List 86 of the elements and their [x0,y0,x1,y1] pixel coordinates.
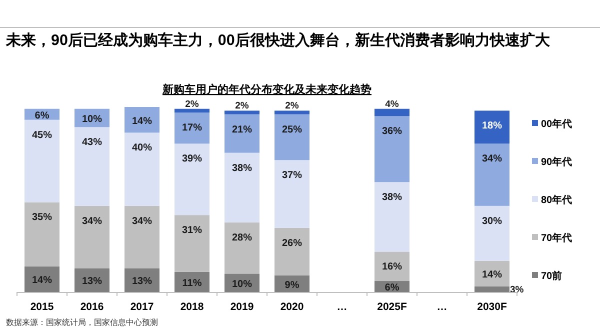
data-label: 26% [282,238,302,249]
data-label: 25% [282,124,302,136]
data-label: 21% [232,124,252,136]
data-label: 10% [82,114,102,125]
data-label: 45% [32,130,52,141]
bar [474,144,510,206]
chart-title: 新购车用户的年代分布变化及未来变化趋势 [162,83,372,96]
bar [274,228,310,276]
data-label: 37% [282,170,302,182]
x-tick-label: 2016 [80,301,104,313]
x-tick-label: 2019 [230,301,254,313]
data-label: 3% [510,284,524,296]
x-tick-label: 2015 [30,301,54,313]
legend-label: 00年代 [541,118,572,130]
data-label: 40% [132,142,152,154]
bar [74,127,110,206]
bar [474,260,510,287]
data-label: 34% [82,216,102,227]
x-tick-label: 2020 [280,301,304,313]
x-tick-label: … [336,301,348,313]
data-label: 17% [182,122,202,134]
bar [474,286,510,292]
data-label: 36% [382,126,402,138]
data-label: 14% [32,275,52,286]
data-label: 14% [132,116,152,127]
data-label: 43% [82,137,102,148]
data-label: 38% [382,192,402,204]
data-label: 14% [482,270,502,281]
bar [124,132,160,206]
bar [224,152,260,222]
data-label: 38% [232,162,252,174]
data-label: 13% [132,276,152,288]
bar [374,116,410,182]
bar [124,206,160,268]
bar [374,252,410,282]
bar [224,114,260,153]
x-tick-label: 2030F [477,301,508,313]
bar [24,120,60,202]
x-tick-label: … [436,301,448,313]
data-label: 34% [482,154,502,165]
data-label: 11% [182,278,202,289]
bar [24,266,60,292]
bar [24,202,60,266]
bar [374,108,410,116]
bar [224,222,260,274]
legend-label: 80年代 [541,194,572,206]
data-label: 2% [185,98,200,110]
bar [374,182,410,252]
data-label: 2% [235,100,250,112]
data-label: 9% [284,280,300,291]
data-label: 34% [132,216,152,227]
data-label: 30% [482,216,502,227]
data-label: 28% [232,232,252,244]
legend-label: 90年代 [541,156,572,168]
chart-subtitle: 未来，90后已经成为购车主力，00后很快进入舞台，新生代消费者影响力快速扩大 [5,31,551,49]
bar [274,160,310,228]
data-label: 6% [384,282,400,294]
source-note: 数据来源：国家统计局，国家信息中心预测 [6,318,158,327]
x-tick-label: 2025F [377,301,408,313]
x-tick-label: 2017 [130,301,154,313]
bar [474,206,510,261]
data-label: 13% [82,276,102,288]
data-label: 18% [482,120,502,132]
bar [174,112,210,144]
bar [174,215,210,272]
bar [474,110,510,144]
data-label: 10% [232,278,252,290]
bar [274,114,310,160]
legend-label: 70前 [541,270,562,282]
data-label: 16% [382,262,402,273]
data-label: 2% [285,100,300,112]
x-tick-label: 2018 [180,301,204,313]
bar [274,110,310,114]
bar [224,110,260,114]
bar [124,107,160,133]
data-label: 39% [182,154,202,165]
bar [74,206,110,268]
data-label: 4% [385,98,400,110]
bar [74,268,110,292]
data-label: 6% [34,110,50,122]
bar [174,108,210,112]
data-label: 31% [182,225,202,236]
bar [174,144,210,216]
data-label: 35% [32,212,52,224]
legend-label: 70年代 [541,232,572,244]
bar [124,268,160,292]
